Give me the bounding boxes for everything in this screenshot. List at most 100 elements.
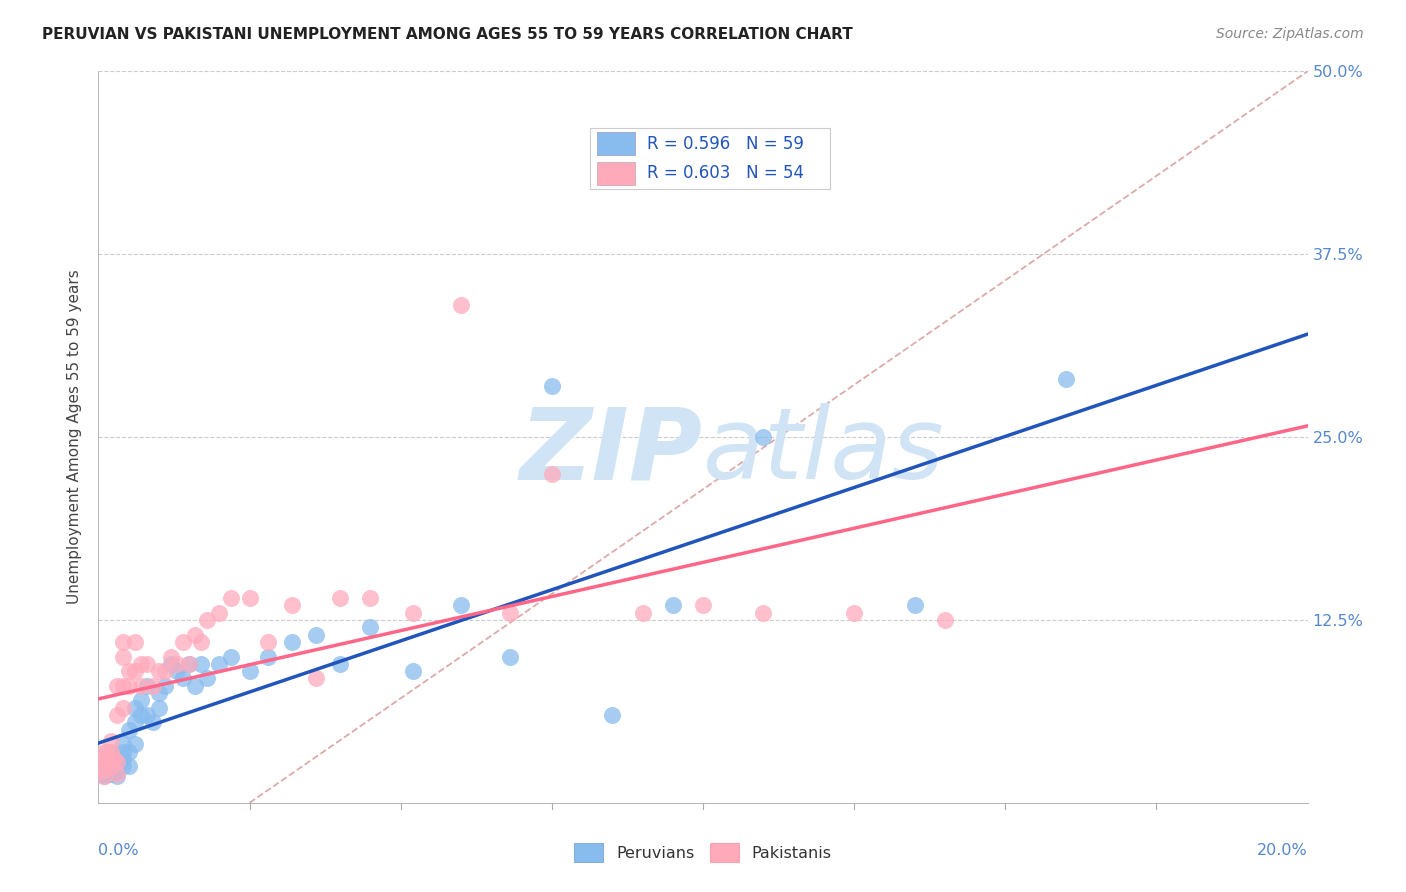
Point: [103, 752, 125, 766]
Point: [105, 708, 128, 723]
Point: [256, 649, 278, 664]
Point: [111, 679, 134, 693]
Point: [329, 657, 352, 671]
Point: [93, 769, 115, 783]
Point: [90, 766, 112, 780]
Point: [111, 649, 134, 664]
Point: [179, 657, 201, 671]
Point: [602, 708, 624, 723]
Point: [450, 298, 472, 312]
Point: [692, 599, 714, 613]
Y-axis label: Unemployment Among Ages 55 to 59 years: Unemployment Among Ages 55 to 59 years: [67, 269, 83, 605]
Point: [129, 693, 152, 707]
Point: [96, 766, 118, 780]
Point: [153, 664, 176, 678]
Point: [105, 752, 128, 766]
Point: [1054, 371, 1077, 385]
Point: [105, 679, 128, 693]
Legend: Peruvians, Pakistanis: Peruvians, Pakistanis: [568, 837, 838, 868]
Point: [148, 686, 170, 700]
Point: [281, 635, 304, 649]
Point: [498, 606, 520, 620]
Point: [208, 657, 231, 671]
Point: [256, 635, 278, 649]
Point: [934, 613, 956, 627]
Text: 20.0%: 20.0%: [1257, 843, 1308, 858]
Point: [111, 737, 134, 751]
Point: [179, 657, 201, 671]
Point: [105, 764, 128, 778]
Point: [402, 606, 425, 620]
Point: [450, 599, 472, 613]
Point: [111, 759, 134, 773]
Point: [93, 759, 115, 773]
Text: PERUVIAN VS PAKISTANI UNEMPLOYMENT AMONG AGES 55 TO 59 YEARS CORRELATION CHART: PERUVIAN VS PAKISTANI UNEMPLOYMENT AMONG…: [42, 27, 853, 42]
Point: [540, 467, 562, 481]
Point: [124, 635, 146, 649]
Text: 0.0%: 0.0%: [98, 843, 139, 858]
Point: [498, 649, 520, 664]
Point: [148, 700, 170, 714]
Point: [93, 764, 115, 778]
Point: [195, 613, 218, 627]
Point: [111, 745, 134, 759]
Point: [142, 679, 165, 693]
Point: [111, 700, 134, 714]
Text: R = 0.603   N = 54: R = 0.603 N = 54: [647, 164, 804, 182]
Text: Source: ZipAtlas.com: Source: ZipAtlas.com: [1216, 27, 1364, 41]
Point: [93, 769, 115, 783]
Point: [239, 664, 262, 678]
Point: [118, 664, 141, 678]
Point: [96, 745, 118, 759]
Point: [160, 649, 183, 664]
Point: [93, 759, 115, 773]
Point: [93, 745, 115, 759]
Point: [135, 679, 157, 693]
Point: [100, 766, 122, 780]
Point: [752, 430, 775, 444]
Point: [118, 745, 141, 759]
Text: R = 0.596   N = 59: R = 0.596 N = 59: [647, 135, 804, 153]
Point: [96, 755, 118, 769]
Point: [105, 759, 128, 773]
FancyBboxPatch shape: [598, 132, 636, 155]
Point: [103, 752, 125, 766]
Point: [93, 752, 115, 766]
Text: atlas: atlas: [703, 403, 945, 500]
Point: [96, 759, 118, 773]
Point: [105, 766, 128, 780]
Point: [221, 649, 243, 664]
Point: [108, 755, 131, 769]
Point: [103, 764, 125, 778]
Point: [118, 679, 141, 693]
Point: [631, 606, 654, 620]
Point: [111, 752, 134, 766]
Point: [100, 759, 122, 773]
Point: [129, 708, 152, 723]
Point: [305, 672, 328, 686]
Point: [904, 599, 927, 613]
Point: [135, 657, 157, 671]
Point: [153, 679, 176, 693]
Point: [239, 591, 262, 605]
Point: [124, 700, 146, 714]
Point: [360, 620, 382, 634]
Point: [124, 664, 146, 678]
Point: [172, 672, 194, 686]
Point: [100, 745, 122, 759]
Point: [540, 379, 562, 393]
Point: [190, 657, 212, 671]
Point: [124, 715, 146, 730]
Point: [142, 715, 165, 730]
Point: [129, 657, 152, 671]
Point: [100, 752, 122, 766]
Point: [752, 606, 775, 620]
Point: [124, 737, 146, 751]
Point: [160, 657, 183, 671]
Point: [100, 745, 122, 759]
Point: [184, 627, 207, 641]
Point: [221, 591, 243, 605]
Point: [118, 759, 141, 773]
Point: [100, 759, 122, 773]
Point: [148, 664, 170, 678]
